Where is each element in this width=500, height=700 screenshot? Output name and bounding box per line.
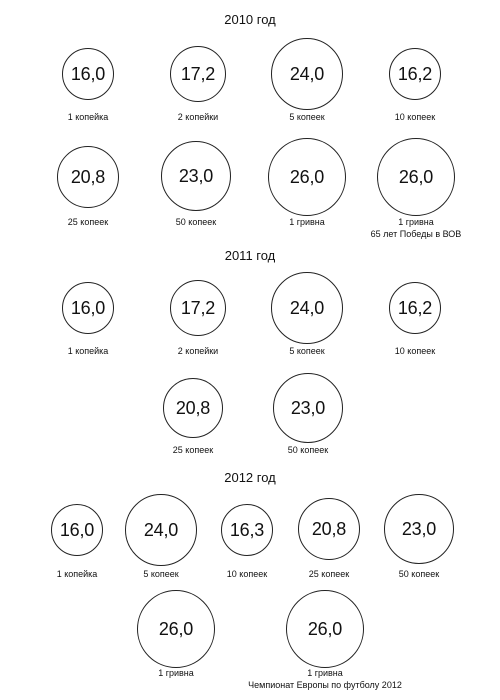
year-title-2012: 2012 год [224,470,276,485]
coin-circle: 26,0 [268,138,346,216]
coin-label: 1 копейка [67,112,109,122]
coin-label: 1 гривна [398,217,434,227]
coin-label: 1 копейка [56,569,98,579]
coin-diameter: 26,0 [158,618,194,639]
coin-circle: 23,0 [384,494,454,564]
coin-diameter: 20,8 [175,397,211,418]
coin-circle: 20,8 [298,498,360,560]
coin-circle: 16,2 [389,48,441,100]
coin-commemorative-label: Чемпионат Европы по футболу 2012 [248,680,402,690]
coin-circle: 20,8 [57,146,119,208]
coin-label: 1 копейка [67,346,109,356]
coin-diameter: 23,0 [178,165,214,186]
coin-label: 50 копеек [398,569,440,579]
coin-circle: 17,2 [170,280,226,336]
coin-circle: 24,0 [125,494,197,566]
coin-diameter: 16,0 [70,63,106,84]
coin-circle: 24,0 [271,38,343,110]
coin-circle: 26,0 [137,590,215,668]
coin-diameter: 26,0 [307,618,343,639]
coin-diameter: 20,8 [70,166,106,187]
coin-diameter: 16,0 [59,519,95,540]
coin-label: 10 копеек [226,569,268,579]
coin-commemorative-label: 65 лет Победы в ВОВ [370,229,462,239]
coin-circle: 26,0 [377,138,455,216]
coin-circle: 16,3 [221,504,273,556]
coin-circle: 16,0 [51,504,103,556]
coin-label: 50 копеек [175,217,217,227]
coin-label: 2 копейки [177,346,219,356]
coin-diameter: 16,3 [229,519,265,540]
coin-diameter: 24,0 [289,297,325,318]
coin-diameter: 26,0 [398,166,434,187]
coin-diameter: 24,0 [143,519,179,540]
coin-label: 25 копеек [172,445,214,455]
coin-circle: 26,0 [286,590,364,668]
coin-diameter: 16,0 [70,297,106,318]
coin-diameter: 23,0 [401,518,437,539]
coin-diameter: 23,0 [290,397,326,418]
coin-label: 5 копеек [289,346,325,356]
coin-label: 1 гривна [289,217,325,227]
coin-circle: 16,0 [62,48,114,100]
coin-label: 10 копеек [394,112,436,122]
coin-diameter: 17,2 [180,63,216,84]
year-title-2010: 2010 год [224,12,276,27]
coin-circle: 17,2 [170,46,226,102]
coin-diameter: 17,2 [180,297,216,318]
coin-label: 25 копеек [67,217,109,227]
coin-circle: 20,8 [163,378,223,438]
coin-circle: 16,0 [62,282,114,334]
coin-label: 10 копеек [394,346,436,356]
coin-circle: 16,2 [389,282,441,334]
coin-label: 25 копеек [308,569,350,579]
coin-label: 50 копеек [287,445,329,455]
coin-diameter: 16,2 [397,297,433,318]
year-title-2011: 2011 год [224,248,276,263]
coin-diameter: 24,0 [289,63,325,84]
coin-circle: 24,0 [271,272,343,344]
coin-diameter: 26,0 [289,166,325,187]
coin-diameter: 20,8 [311,518,347,539]
coin-circle: 23,0 [161,141,231,211]
coin-circle: 23,0 [273,373,343,443]
coin-label: 1 гривна [307,668,343,678]
coin-label: 5 копеек [143,569,179,579]
coin-label: 2 копейки [177,112,219,122]
coin-diameter: 16,2 [397,63,433,84]
coin-label: 1 гривна [158,668,194,678]
coin-label: 5 копеек [289,112,325,122]
